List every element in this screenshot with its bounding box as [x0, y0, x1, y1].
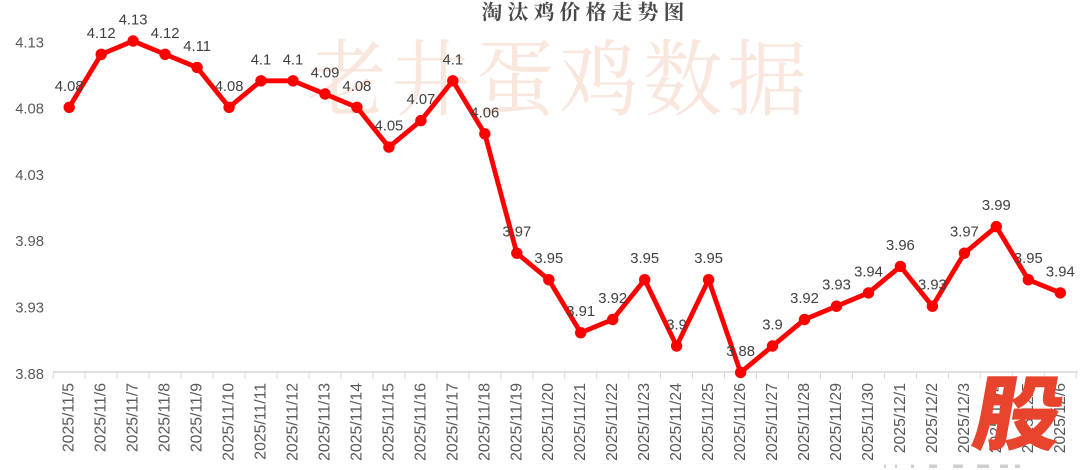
svg-text:3.98: 3.98: [15, 234, 44, 250]
svg-text:3.95: 3.95: [534, 251, 563, 267]
svg-text:2025/11/30: 2025/11/30: [860, 383, 877, 461]
svg-text:4.09: 4.09: [311, 66, 340, 82]
svg-text:4.05: 4.05: [374, 119, 403, 135]
svg-text:2025/11/21: 2025/11/21: [572, 383, 589, 461]
svg-text:3.9: 3.9: [762, 318, 783, 334]
svg-text:2025/11/15: 2025/11/15: [380, 383, 397, 461]
svg-text:2025/11/9: 2025/11/9: [189, 383, 206, 452]
svg-text:3.88: 3.88: [726, 344, 755, 360]
svg-text:4.1: 4.1: [283, 52, 304, 68]
svg-text:3.88: 3.88: [15, 367, 44, 383]
svg-text:2025/11/27: 2025/11/27: [764, 383, 781, 461]
svg-text:3.92: 3.92: [790, 291, 819, 307]
svg-text:3.94: 3.94: [854, 264, 883, 280]
svg-text:3.9: 3.9: [666, 318, 687, 334]
svg-text:3.99: 3.99: [982, 198, 1011, 214]
svg-text:2025/11/18: 2025/11/18: [476, 383, 493, 461]
svg-text:4.08: 4.08: [55, 79, 84, 95]
svg-text:3.93: 3.93: [918, 278, 947, 294]
svg-text:3.92: 3.92: [598, 291, 627, 307]
svg-text:4.03: 4.03: [15, 168, 44, 184]
svg-text:3.91: 3.91: [566, 304, 595, 320]
svg-text:3.93: 3.93: [15, 301, 44, 317]
svg-text:3.95: 3.95: [1014, 251, 1043, 267]
svg-text:4.08: 4.08: [342, 79, 371, 95]
svg-text:2025/12/3: 2025/12/3: [956, 383, 973, 453]
svg-text:4.06: 4.06: [470, 105, 499, 121]
svg-text:2025/11/19: 2025/11/19: [508, 383, 525, 461]
svg-text:2025/11/20: 2025/11/20: [540, 383, 557, 461]
svg-text:4.1: 4.1: [443, 52, 464, 68]
svg-text:2025/11/25: 2025/11/25: [700, 383, 717, 461]
svg-text:4.12: 4.12: [151, 26, 180, 42]
svg-text:4.07: 4.07: [406, 92, 435, 108]
svg-text:2025/11/22: 2025/11/22: [604, 383, 621, 461]
svg-text:2025/11/24: 2025/11/24: [668, 383, 685, 461]
svg-text:2025/11/17: 2025/11/17: [444, 383, 461, 461]
svg-text:2025/11/28: 2025/11/28: [796, 383, 813, 461]
svg-text:4.1: 4.1: [251, 52, 272, 68]
svg-text:3.96: 3.96: [886, 238, 915, 254]
svg-text:2025/12/2: 2025/12/2: [924, 383, 941, 453]
svg-text:2025/11/16: 2025/11/16: [412, 383, 429, 461]
svg-text:3.95: 3.95: [694, 251, 723, 267]
svg-text:2025/11/5: 2025/11/5: [61, 383, 78, 452]
svg-text:2025/11/10: 2025/11/10: [221, 383, 238, 461]
svg-text:3.94: 3.94: [1046, 264, 1075, 280]
svg-text:3.95: 3.95: [630, 251, 659, 267]
svg-text:3.97: 3.97: [950, 225, 979, 241]
svg-text:2025/11/11: 2025/11/11: [253, 383, 270, 460]
svg-text:4.12: 4.12: [87, 26, 116, 42]
svg-text:2025/11/6: 2025/11/6: [93, 383, 110, 452]
svg-text:2025/11/7: 2025/11/7: [125, 383, 142, 452]
svg-text:4.08: 4.08: [215, 79, 244, 95]
svg-text:2025/11/8: 2025/11/8: [157, 383, 174, 452]
svg-text:4.08: 4.08: [15, 102, 44, 118]
svg-text:3.93: 3.93: [822, 278, 851, 294]
svg-text:4.11: 4.11: [183, 39, 211, 55]
svg-text:2025/11/14: 2025/11/14: [348, 383, 365, 461]
svg-text:2025/12/1: 2025/12/1: [892, 383, 909, 453]
svg-text:2025/11/12: 2025/11/12: [285, 383, 302, 461]
svg-text:4.13: 4.13: [119, 13, 148, 29]
svg-text:3.97: 3.97: [502, 225, 531, 241]
svg-text:2025/11/13: 2025/11/13: [317, 383, 334, 461]
svg-text:2025/11/23: 2025/11/23: [636, 383, 653, 461]
svg-text:2025/11/26: 2025/11/26: [732, 383, 749, 461]
svg-text:2025/11/29: 2025/11/29: [828, 383, 845, 461]
svg-text:4.13: 4.13: [15, 35, 44, 51]
